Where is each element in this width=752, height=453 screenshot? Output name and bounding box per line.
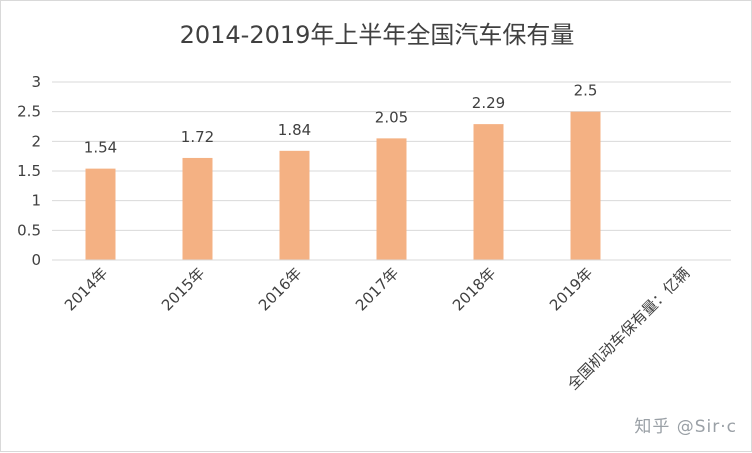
y-tick-label: 3	[31, 73, 41, 91]
y-tick-label: 2.5	[17, 103, 41, 121]
x-tick-label: 2017年	[352, 264, 402, 314]
x-tick-label: 2018年	[449, 264, 499, 314]
y-tick-label: 2	[31, 132, 41, 150]
bar	[279, 150, 310, 260]
bars: 1.54 1.72 1.84 2.05 2.29 2.5	[84, 82, 601, 261]
y-tick-label: 1.5	[17, 162, 41, 180]
chart-title: 2014-2019年上半年全国汽车保有量	[180, 21, 575, 49]
x-tick-label: 2019年	[546, 264, 596, 314]
watermark: 知乎 @Sir·c	[634, 417, 737, 437]
data-label: 1.72	[181, 128, 214, 146]
x-tick-label: 2016年	[255, 264, 305, 314]
data-label: 2.5	[574, 82, 598, 100]
x-tick-label: 2014年	[61, 264, 111, 314]
data-label: 2.29	[472, 94, 505, 112]
bar	[473, 124, 504, 260]
y-tick-label: 0	[31, 251, 41, 269]
y-tick-label: 1	[31, 192, 41, 210]
bar	[85, 168, 116, 260]
y-axis: 0 0.5 1 1.5 2 2.5 3	[17, 73, 41, 269]
bar	[570, 111, 601, 261]
x-axis: 2014年 2015年 2016年 2017年 2018年 2019年全国机动车保有量：亿…	[52, 259, 731, 394]
y-tick-label: 0.5	[17, 221, 41, 239]
x-tick-label: 2015年	[158, 264, 208, 314]
data-label: 2.05	[375, 108, 408, 126]
bar	[182, 157, 213, 260]
data-label: 1.84	[278, 121, 311, 139]
data-label: 1.54	[84, 139, 117, 157]
bar	[376, 138, 407, 260]
